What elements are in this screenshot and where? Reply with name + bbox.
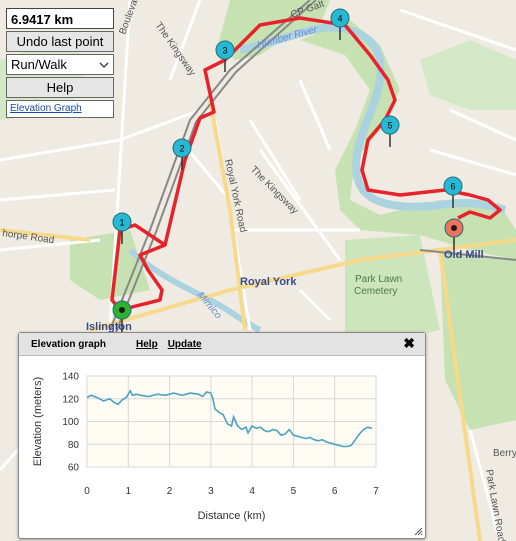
marker-number: 3 (222, 46, 227, 56)
route-marker-6[interactable]: 6 (443, 176, 463, 208)
park-area (300, 20, 516, 260)
x-tick-label: 4 (249, 486, 255, 497)
elevation-update-link[interactable]: Update (167, 338, 202, 350)
x-axis-label: Distance (km) (198, 510, 266, 522)
marker-number: 2 (179, 144, 184, 154)
elevation-panel-title: Elevation graph (31, 338, 107, 350)
railway (109, 0, 317, 333)
humber-river (239, 23, 507, 214)
route-line (110, 16, 502, 312)
map-label-islington: Islington (86, 321, 132, 333)
x-tick-label: 6 (332, 486, 338, 497)
route-marker-2[interactable]: 2 (172, 138, 192, 170)
elevation-graph-link[interactable]: Elevation Graph (10, 103, 82, 114)
y-tick-label: 140 (62, 372, 79, 383)
x-tick-label: 1 (126, 486, 132, 497)
y-tick-label: 80 (68, 440, 80, 451)
elevation-graph-link-box: Elevation Graph (6, 100, 114, 118)
resize-handle-icon[interactable] (413, 526, 423, 536)
map-label-berry: Berry (493, 448, 516, 459)
marker-number: 4 (337, 14, 342, 24)
y-tick-label: 100 (62, 417, 79, 428)
elevation-chart: 0 1 2 3 4 5 6 7 60 80 100 120 140 Distance (km) Elevat… (32, 372, 379, 523)
marker-dot (119, 307, 125, 313)
chevron-down-icon (99, 62, 109, 68)
y-axis-label: Elevation (meters) (32, 377, 44, 466)
elevation-graph-panel: Elevation graph Help Update ✖ 0 1 2 3 4 5 6 7 60… (18, 332, 426, 539)
x-tick-label: 3 (208, 486, 214, 497)
x-tick-label: 5 (291, 486, 297, 497)
map-label-cemetery: Cemetery (354, 286, 397, 297)
route-marker-4[interactable]: 4 (330, 8, 350, 40)
marker-number: 1 (119, 218, 124, 228)
y-tick-label: 120 (62, 394, 79, 405)
marker-number: 5 (387, 121, 392, 131)
map-label-royal-york: Royal York (240, 276, 297, 288)
route-marker-start[interactable] (112, 300, 132, 332)
x-tick-label: 7 (373, 486, 379, 497)
elevation-series-line (86, 389, 373, 448)
marker-dot (451, 225, 457, 231)
x-tick-label: 2 (167, 486, 173, 497)
distance-readout: 6.9417 km (6, 8, 114, 29)
x-tick-label: 0 (84, 486, 90, 497)
route-marker-5[interactable]: 5 (380, 115, 400, 147)
marker-number: 6 (450, 182, 455, 192)
mode-select-value: Run/Walk (11, 57, 67, 72)
route-marker-end[interactable] (444, 218, 464, 250)
mode-select[interactable]: Run/Walk (6, 54, 114, 75)
major-roads (0, 99, 516, 541)
elevation-help-link[interactable]: Help (136, 338, 158, 350)
map-label-park-lawn: Park Lawn (355, 274, 402, 285)
undo-last-point-button[interactable]: Undo last point (6, 31, 114, 52)
y-tick-label: 60 (68, 463, 80, 474)
help-button[interactable]: Help (6, 77, 114, 98)
close-icon[interactable]: ✖ (403, 335, 415, 351)
route-marker-1[interactable]: 1 (112, 212, 132, 244)
elevation-panel-header[interactable]: Elevation graph Help Update ✖ (19, 333, 425, 356)
map-label-old-mill: Old Mill (444, 249, 484, 261)
park-area (420, 40, 516, 110)
railway (419, 249, 516, 261)
route-marker-3[interactable]: 3 (215, 40, 235, 72)
route-controls: 6.9417 km Undo last point Run/Walk Help … (6, 8, 116, 118)
